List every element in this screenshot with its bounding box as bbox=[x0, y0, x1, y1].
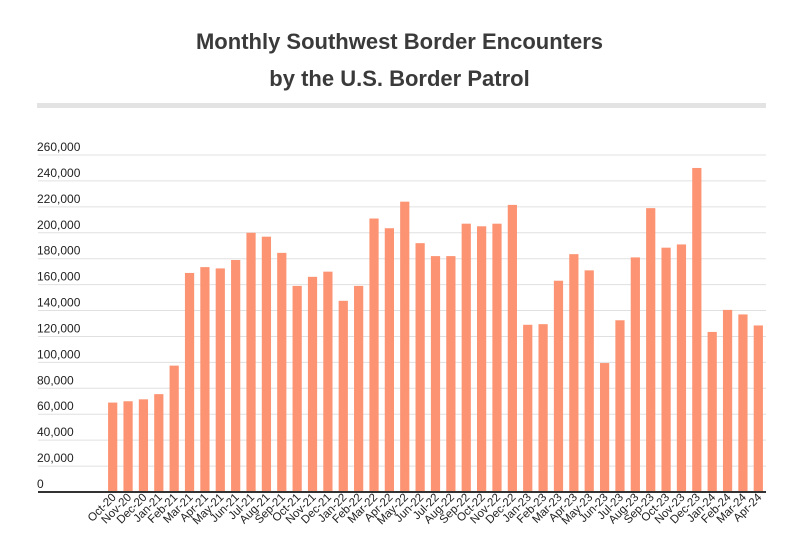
bar-jun-21 bbox=[231, 259, 241, 492]
y-axis-ticks: 0 20,000 40,000 60,000 80,000 100,000 120,000 1… bbox=[37, 140, 81, 491]
bar-jul-23 bbox=[615, 320, 625, 492]
bar-dec-20 bbox=[138, 399, 149, 492]
bar-nov-22 bbox=[492, 223, 502, 492]
bar-may-21 bbox=[215, 268, 225, 492]
bars bbox=[108, 167, 763, 493]
y-tick-label: 80,000 bbox=[37, 373, 74, 387]
bar-jan-21 bbox=[154, 394, 164, 492]
bar-mar-24 bbox=[738, 314, 748, 492]
y-tick-label: 60,000 bbox=[37, 399, 74, 413]
y-tick-label: 120,000 bbox=[37, 321, 81, 335]
y-tick-label: 40,000 bbox=[37, 425, 74, 439]
y-tick-label: 260,000 bbox=[37, 140, 81, 154]
bar-jan-24 bbox=[707, 331, 717, 492]
y-tick-label: 20,000 bbox=[37, 451, 74, 465]
bar-mar-22 bbox=[369, 218, 379, 492]
y-tick-label: 220,000 bbox=[37, 192, 81, 206]
bar-sep-22 bbox=[461, 223, 471, 492]
bar-apr-22 bbox=[384, 228, 394, 492]
title-divider bbox=[37, 103, 766, 108]
bar-oct-21 bbox=[292, 285, 302, 492]
bar-apr-24 bbox=[753, 325, 763, 492]
y-tick-label: 0 bbox=[37, 477, 44, 491]
bar-dec-23 bbox=[692, 167, 702, 492]
bar-sep-21 bbox=[277, 252, 287, 492]
bar-oct-20 bbox=[108, 402, 118, 492]
bar-aug-22 bbox=[446, 256, 456, 492]
bar-apr-23 bbox=[569, 254, 579, 492]
bar-jul-21 bbox=[246, 232, 256, 492]
bar-feb-23 bbox=[538, 324, 548, 492]
y-tick-label: 100,000 bbox=[37, 347, 81, 361]
bar-feb-22 bbox=[354, 285, 364, 492]
x-axis-ticks: Oct-20Nov-20Dec-20Jan-21Feb-21Mar-21Apr-… bbox=[86, 491, 765, 527]
bar-dec-21 bbox=[323, 271, 333, 492]
bar-nov-23 bbox=[676, 244, 687, 492]
bar-oct-22 bbox=[477, 226, 487, 493]
bar-aug-21 bbox=[261, 236, 272, 492]
bar-nov-20 bbox=[123, 401, 133, 492]
bar-mar-21 bbox=[184, 272, 195, 492]
bar-dec-22 bbox=[507, 204, 517, 492]
y-tick-label: 180,000 bbox=[37, 244, 81, 258]
bar-nov-21 bbox=[307, 276, 318, 492]
bar-jun-23 bbox=[599, 363, 610, 492]
chart-title: Monthly Southwest Border Encounters bbox=[195, 29, 604, 54]
y-tick-label: 160,000 bbox=[37, 270, 81, 284]
bar-oct-23 bbox=[661, 247, 671, 492]
chart-subtitle: by the U.S. Border Patrol bbox=[269, 66, 530, 91]
bar-feb-24 bbox=[722, 309, 733, 492]
y-tick-label: 200,000 bbox=[37, 218, 81, 232]
bar-may-22 bbox=[400, 201, 410, 492]
bar-sep-23 bbox=[646, 208, 656, 492]
bar-jul-22 bbox=[430, 256, 441, 492]
y-tick-label: 140,000 bbox=[37, 296, 81, 310]
bar-jan-23 bbox=[523, 324, 533, 492]
bar-jun-22 bbox=[415, 243, 425, 492]
bar-may-23 bbox=[584, 270, 594, 492]
bar-mar-23 bbox=[553, 280, 564, 492]
bar-jan-22 bbox=[338, 300, 348, 492]
bar-aug-23 bbox=[630, 257, 640, 492]
bar-apr-21 bbox=[200, 267, 210, 492]
bar-feb-21 bbox=[169, 365, 179, 492]
y-tick-label: 240,000 bbox=[37, 166, 81, 180]
